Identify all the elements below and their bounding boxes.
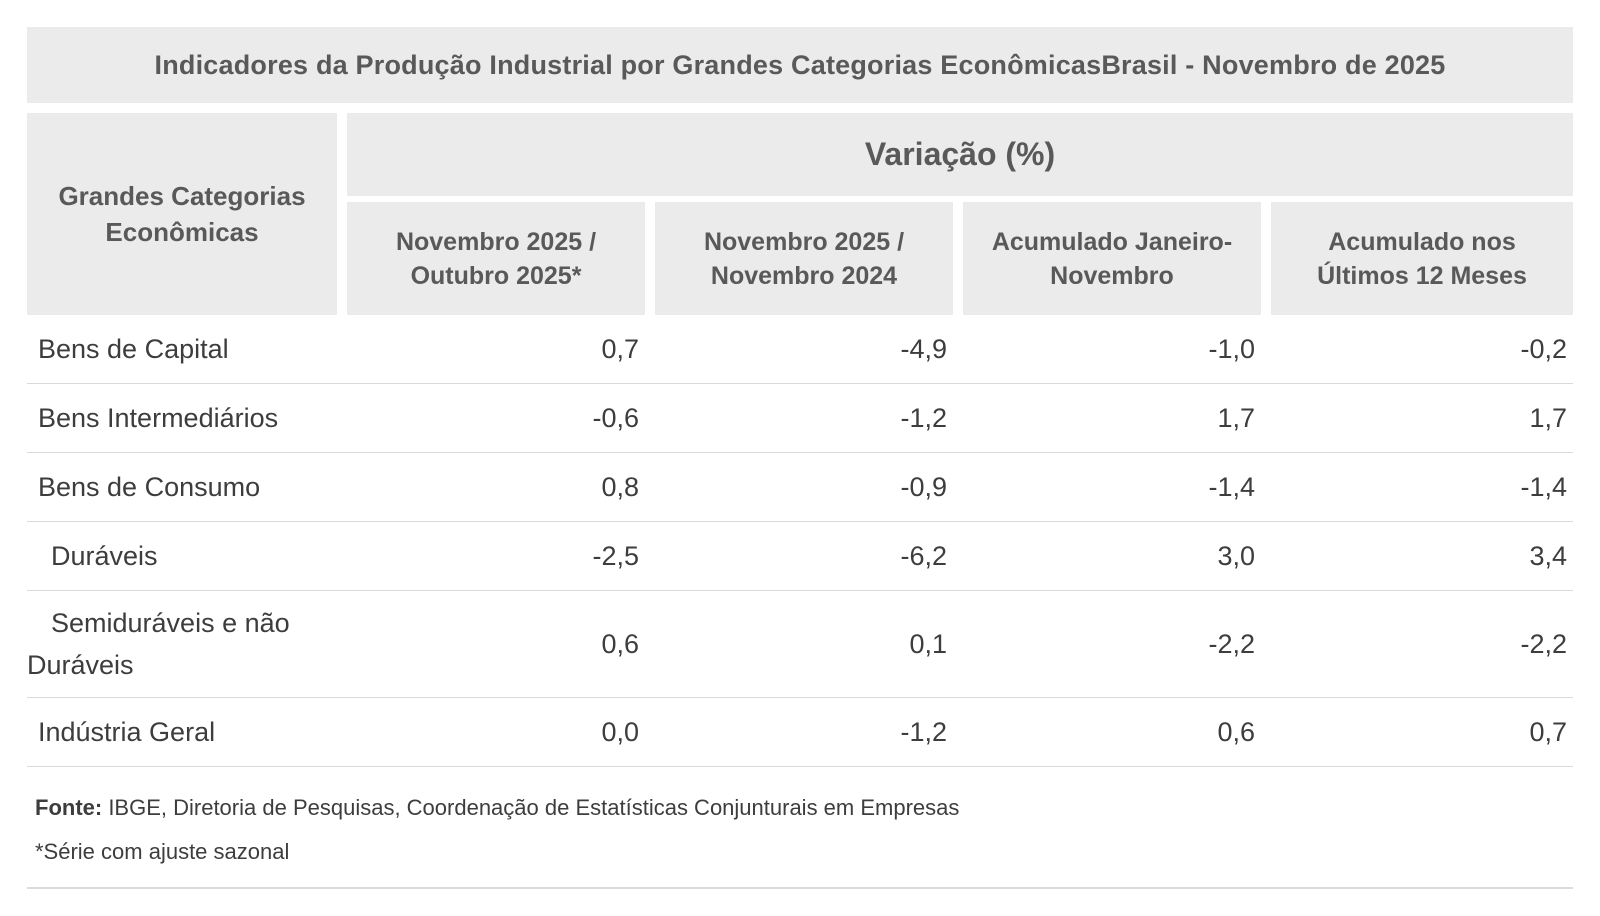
row-category: Bens de Capital (38, 334, 229, 364)
row-value: 1,7 (1217, 402, 1255, 433)
row-value: -1,4 (1208, 471, 1255, 502)
column-header-month-over-month: Novembro 2025 / Outubro 2025* (347, 202, 645, 315)
table-title: Indicadores da Produção Industrial por G… (154, 49, 1446, 80)
table-row: Indústria Geral 0,0 -1,2 0,6 0,7 (27, 698, 1573, 767)
table-row: Duráveis -2,5 -6,2 3,0 3,4 (27, 522, 1573, 591)
row-value: 0,6 (601, 628, 639, 659)
row-value: 0,7 (1529, 716, 1567, 747)
source-line: Fonte: IBGE, Diretoria de Pesquisas, Coo… (35, 793, 1573, 823)
row-value: -4,9 (900, 333, 947, 364)
row-category: Duráveis (51, 541, 158, 571)
source-label: Fonte: (35, 795, 103, 820)
column-header-line2: Novembro 2024 (710, 261, 898, 290)
row-value: -2,5 (592, 540, 639, 571)
variation-group-header: Variação (%) (347, 113, 1573, 196)
row-value: 0,6 (1217, 716, 1255, 747)
column-header-line1: Acumulado nos (1328, 227, 1516, 256)
row-group-header-line2: Econômicas (105, 217, 259, 247)
row-value: -2,2 (1520, 628, 1567, 659)
row-value: 0,1 (909, 628, 947, 659)
column-header-line2: Outubro 2025* (410, 261, 582, 290)
row-value: -6,2 (900, 540, 947, 571)
seasonal-adjustment-note: *Série com ajuste sazonal (35, 839, 290, 864)
source-text: IBGE, Diretoria de Pesquisas, Coordenaçã… (102, 795, 960, 820)
column-header-line1: Novembro 2025 / (703, 227, 905, 256)
row-category: Bens de Consumo (38, 472, 261, 502)
row-category: Indústria Geral (38, 717, 216, 747)
table-row: Bens de Capital 0,7 -4,9 -1,0 -0,2 (27, 315, 1573, 384)
row-category: Bens Intermediários (38, 403, 279, 433)
column-header-line2: Últimos 12 Meses (1317, 261, 1527, 290)
row-value: 0,0 (601, 716, 639, 747)
row-value: 1,7 (1529, 402, 1567, 433)
row-value: -1,2 (900, 716, 947, 747)
row-value: -2,2 (1208, 628, 1255, 659)
row-group-header-line1: Grandes Categorias (58, 181, 306, 211)
row-value: 0,8 (601, 471, 639, 502)
row-value: -0,2 (1520, 333, 1567, 364)
column-header-line2: Novembro (1050, 261, 1174, 290)
table-row: Semiduráveis e não Duráveis 0,6 0,1 -2,2… (27, 591, 1573, 698)
column-header-line1: Novembro 2025 / (395, 227, 597, 256)
row-value: -1,4 (1520, 471, 1567, 502)
column-header-year-over-year: Novembro 2025 / Novembro 2024 (655, 202, 953, 315)
row-value: 3,0 (1217, 540, 1255, 571)
column-header-12-months: Acumulado nos Últimos 12 Meses (1271, 202, 1573, 315)
row-value: 3,4 (1529, 540, 1567, 571)
indicators-table: Indicadores da Produção Industrial por G… (27, 27, 1573, 889)
table-row: Bens de Consumo 0,8 -0,9 -1,4 -1,4 (27, 453, 1573, 522)
row-value: -1,2 (900, 402, 947, 433)
row-value: 0,7 (601, 333, 639, 364)
row-group-header: Grandes Categorias Econômicas (27, 113, 337, 315)
row-value: -0,9 (900, 471, 947, 502)
column-header-line1: Acumulado Janeiro- (991, 227, 1233, 256)
column-header-ytd: Acumulado Janeiro- Novembro (963, 202, 1261, 315)
row-category: Semiduráveis e não Duráveis (27, 608, 290, 680)
table-row: Bens Intermediários -0,6 -1,2 1,7 1,7 (27, 384, 1573, 453)
table-title-bar: Indicadores da Produção Industrial por G… (27, 27, 1573, 103)
table-header: Grandes Categorias Econômicas Variação (… (27, 113, 1573, 315)
table-footer: Fonte: IBGE, Diretoria de Pesquisas, Coo… (27, 767, 1573, 889)
row-value: -0,6 (592, 402, 639, 433)
row-value: -1,0 (1208, 333, 1255, 364)
